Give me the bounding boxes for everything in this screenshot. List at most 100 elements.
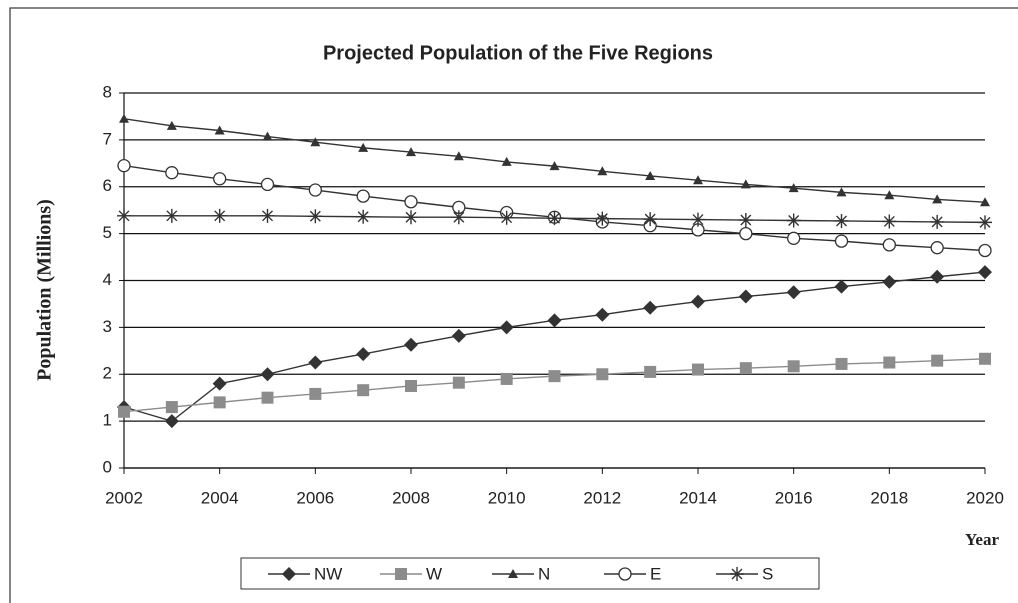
marker	[451, 210, 466, 225]
legend-label: NW	[314, 564, 342, 583]
marker	[212, 376, 227, 391]
marker	[501, 156, 512, 166]
marker	[980, 197, 990, 207]
x-tick-label: 2012	[583, 488, 621, 507]
marker	[117, 208, 131, 223]
y-tick-label: 2	[103, 364, 112, 383]
marker	[882, 214, 897, 229]
legend-label: N	[538, 564, 550, 583]
marker	[787, 231, 801, 245]
marker	[643, 212, 658, 227]
x-tick-label: 2014	[679, 488, 717, 507]
marker	[738, 289, 753, 304]
x-tick-label: 2002	[105, 488, 143, 507]
marker	[738, 213, 753, 228]
marker	[404, 337, 418, 352]
marker	[739, 226, 753, 241]
marker	[884, 190, 895, 200]
marker	[166, 120, 177, 130]
marker	[165, 166, 179, 180]
marker	[310, 137, 321, 147]
marker	[978, 215, 992, 230]
marker	[978, 265, 992, 280]
marker	[882, 274, 897, 289]
x-tick-label: 2018	[870, 488, 908, 507]
marker	[932, 194, 943, 204]
x-tick-label: 2010	[488, 488, 526, 507]
marker	[499, 320, 514, 335]
marker	[119, 113, 129, 123]
frame	[9, 7, 1018, 603]
marker	[693, 175, 703, 185]
marker	[835, 357, 848, 370]
marker	[308, 209, 323, 224]
marker	[282, 567, 296, 581]
y-tick-label: 8	[103, 82, 112, 101]
x-tick-label: 2004	[201, 488, 239, 507]
marker	[786, 285, 801, 300]
x-tick-label: 2006	[296, 488, 334, 507]
marker	[453, 151, 464, 161]
marker	[117, 159, 131, 173]
legend-label: E	[650, 564, 661, 583]
marker	[404, 195, 418, 209]
marker	[979, 352, 991, 365]
legend-label: S	[762, 564, 773, 583]
marker	[931, 354, 944, 367]
marker	[595, 307, 610, 322]
marker	[508, 569, 518, 578]
y-tick-label: 3	[103, 317, 112, 336]
marker	[788, 183, 799, 193]
marker	[214, 125, 225, 135]
y-axis-label: Population (Millions)	[34, 199, 56, 381]
marker	[740, 179, 751, 189]
marker	[356, 189, 370, 203]
marker	[644, 365, 657, 378]
marker	[836, 187, 847, 197]
marker	[883, 356, 896, 369]
x-tick-label: 2020	[966, 488, 1004, 507]
marker	[547, 313, 562, 328]
marker	[786, 213, 801, 228]
marker	[549, 161, 560, 171]
legend-label: W	[426, 564, 442, 583]
marker	[308, 183, 322, 197]
marker	[978, 243, 992, 258]
marker	[164, 414, 179, 429]
marker	[882, 238, 896, 252]
marker	[261, 391, 274, 404]
y-tick-label: 0	[103, 457, 112, 476]
marker	[451, 328, 466, 343]
x-tick-label: 2008	[392, 488, 430, 507]
marker	[597, 166, 608, 176]
marker	[643, 300, 658, 315]
marker	[213, 396, 226, 409]
marker	[787, 360, 800, 373]
marker	[692, 363, 704, 376]
marker	[930, 241, 944, 255]
marker	[730, 567, 744, 581]
marker	[404, 210, 418, 225]
marker	[547, 211, 562, 226]
marker	[930, 269, 945, 284]
marker	[596, 368, 609, 381]
marker	[356, 347, 371, 362]
marker	[452, 376, 465, 389]
marker	[262, 131, 273, 141]
marker	[405, 379, 417, 392]
marker	[213, 172, 227, 186]
marker	[358, 142, 369, 152]
marker	[834, 279, 849, 294]
y-tick-label: 7	[103, 129, 112, 148]
x-tick-label: 2016	[775, 488, 813, 507]
y-tick-label: 4	[103, 270, 112, 289]
marker	[260, 177, 275, 192]
marker	[595, 211, 610, 226]
marker	[260, 367, 275, 382]
marker	[309, 387, 322, 400]
chart-title: Projected Population of the Five Regions	[323, 42, 713, 64]
marker	[395, 568, 407, 580]
marker	[548, 370, 561, 383]
marker	[691, 294, 705, 309]
